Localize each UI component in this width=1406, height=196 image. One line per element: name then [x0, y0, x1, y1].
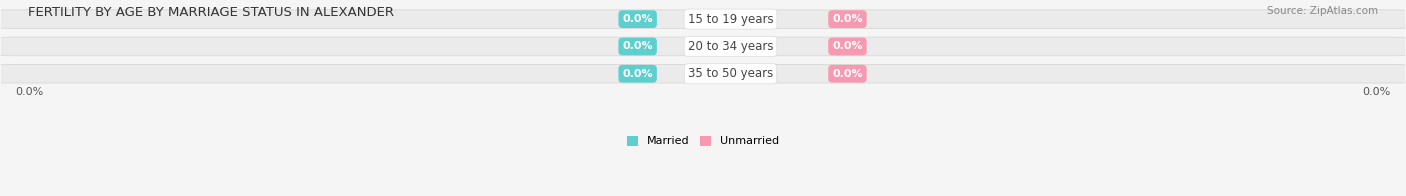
FancyBboxPatch shape: [0, 10, 1406, 28]
Text: FERTILITY BY AGE BY MARRIAGE STATUS IN ALEXANDER: FERTILITY BY AGE BY MARRIAGE STATUS IN A…: [28, 6, 394, 19]
Legend: Married, Unmarried: Married, Unmarried: [621, 131, 785, 151]
Text: 0.0%: 0.0%: [623, 41, 652, 51]
Text: 15 to 19 years: 15 to 19 years: [688, 13, 773, 26]
Text: 20 to 34 years: 20 to 34 years: [688, 40, 773, 53]
Text: 0.0%: 0.0%: [832, 69, 863, 79]
Text: 0.0%: 0.0%: [15, 87, 44, 97]
FancyBboxPatch shape: [0, 37, 1406, 56]
FancyBboxPatch shape: [0, 64, 1406, 83]
Text: 0.0%: 0.0%: [832, 41, 863, 51]
Text: 35 to 50 years: 35 to 50 years: [688, 67, 773, 80]
Text: 0.0%: 0.0%: [1362, 87, 1391, 97]
Text: Source: ZipAtlas.com: Source: ZipAtlas.com: [1267, 6, 1378, 16]
Text: 0.0%: 0.0%: [623, 69, 652, 79]
Text: 0.0%: 0.0%: [623, 14, 652, 24]
Text: 0.0%: 0.0%: [832, 14, 863, 24]
